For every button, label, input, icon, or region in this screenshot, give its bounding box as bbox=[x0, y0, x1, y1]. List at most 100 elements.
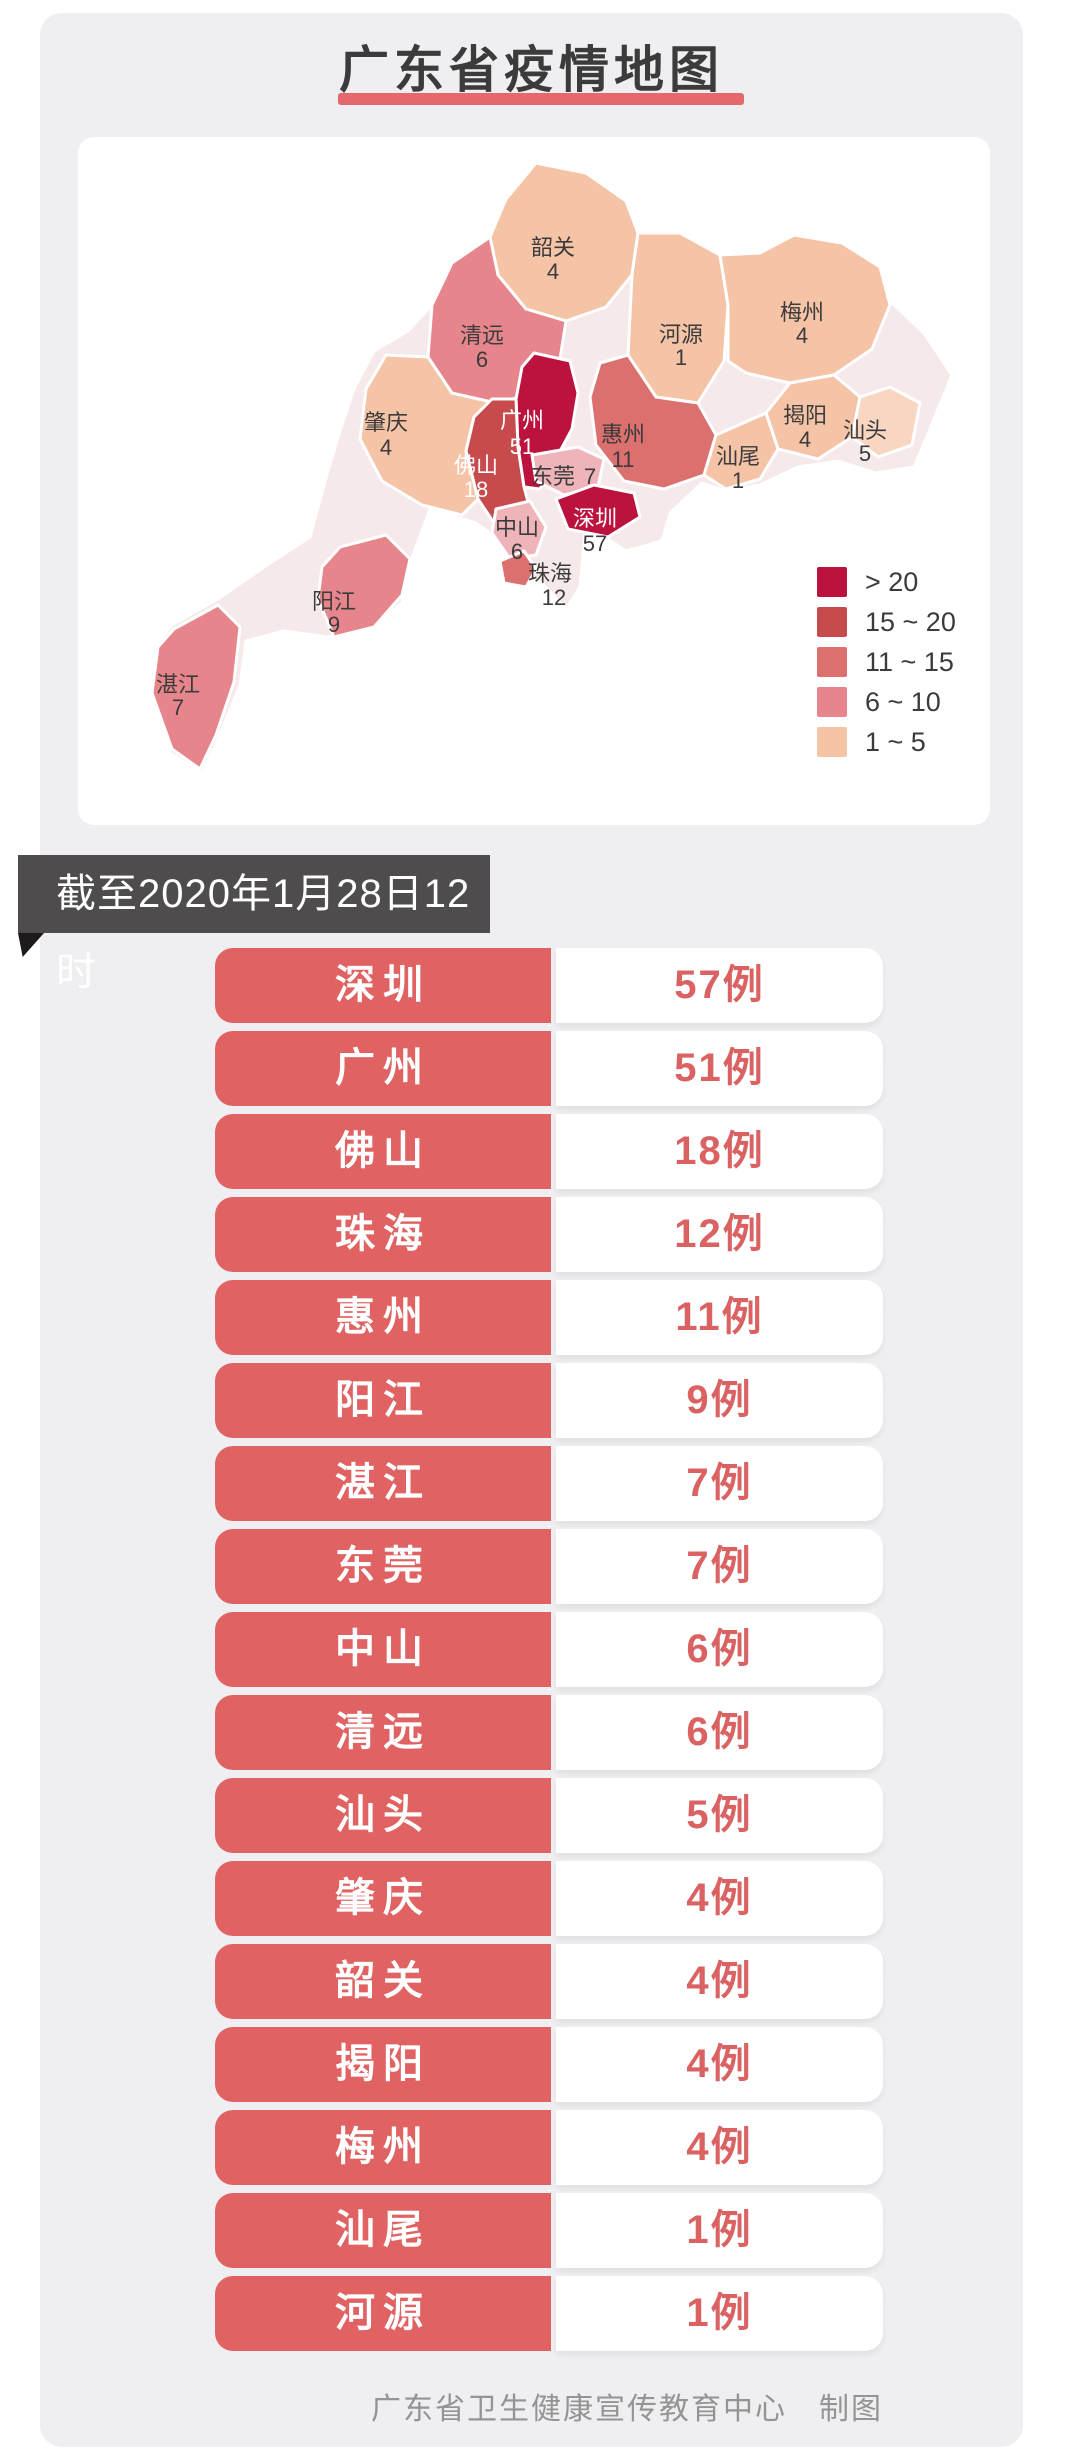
city-cell: 清远 bbox=[215, 1695, 551, 1770]
legend-label: 15 ~ 20 bbox=[865, 607, 956, 637]
map-region-zhongshan bbox=[490, 499, 548, 561]
table-row: 清远 6例 bbox=[215, 1695, 883, 1770]
city-cell: 汕头 bbox=[215, 1778, 551, 1853]
region-label-value: 1 bbox=[732, 468, 744, 493]
map-region-heyuan bbox=[626, 231, 730, 405]
region-label-name: 梅州 bbox=[780, 300, 824, 325]
count-cell: 4例 bbox=[556, 1944, 883, 2019]
region-label-value: 7 bbox=[584, 464, 596, 489]
map-region-shantou bbox=[850, 385, 922, 459]
map-region-shanwei bbox=[702, 411, 780, 491]
guangdong-map: 韶关 4 清远 6 河源 1 梅州 4 揭阳 4 汕头 5 惠州 11 汕尾 1… bbox=[148, 161, 956, 775]
count-cell: 11例 bbox=[556, 1280, 883, 1355]
city-cell: 中山 bbox=[215, 1612, 551, 1687]
city-cell: 广州 bbox=[215, 1031, 551, 1106]
region-label-value: 4 bbox=[796, 323, 808, 348]
legend-swatch bbox=[817, 567, 847, 597]
count-cell: 18例 bbox=[556, 1114, 883, 1189]
table-row: 肇庆 4例 bbox=[215, 1861, 883, 1936]
region-label-name: 汕头 bbox=[843, 418, 887, 443]
city-cell: 韶关 bbox=[215, 1944, 551, 2019]
region-label-name: 肇庆 bbox=[364, 410, 408, 435]
region-label-value: 7 bbox=[172, 695, 184, 720]
city-cell: 汕尾 bbox=[215, 2193, 551, 2268]
title-underline bbox=[338, 93, 744, 105]
table-row: 河源 1例 bbox=[215, 2276, 883, 2351]
table-row: 惠州 11例 bbox=[215, 1280, 883, 1355]
table-row: 佛山 18例 bbox=[215, 1114, 883, 1189]
table-row: 汕头 5例 bbox=[215, 1778, 883, 1853]
region-label-name: 珠海 bbox=[528, 561, 572, 586]
region-label-name: 河源 bbox=[659, 322, 703, 347]
region-label-value: 4 bbox=[547, 259, 559, 284]
region-label-value: 5 bbox=[859, 441, 871, 466]
region-label-name: 清远 bbox=[460, 323, 504, 348]
region-label-value: 9 bbox=[328, 612, 340, 637]
legend-swatch bbox=[817, 727, 847, 757]
region-label-value: 6 bbox=[476, 347, 488, 372]
map-region-huizhou bbox=[588, 353, 718, 491]
count-cell: 7例 bbox=[556, 1446, 883, 1521]
region-label-value: 4 bbox=[380, 435, 392, 460]
count-cell: 4例 bbox=[556, 2110, 883, 2185]
city-cell: 珠海 bbox=[215, 1197, 551, 1272]
legend-label: 1 ~ 5 bbox=[865, 727, 926, 757]
table-row: 阳江 9例 bbox=[215, 1363, 883, 1438]
count-cell: 7例 bbox=[556, 1529, 883, 1604]
count-cell: 12例 bbox=[556, 1197, 883, 1272]
region-label-name: 深圳 bbox=[573, 506, 617, 531]
count-cell: 6例 bbox=[556, 1695, 883, 1770]
city-cell: 深圳 bbox=[215, 948, 551, 1023]
region-label-name: 中山 bbox=[495, 515, 539, 540]
region-label-value: 4 bbox=[799, 427, 811, 452]
count-cell: 4例 bbox=[556, 1861, 883, 1936]
region-label-value: 18 bbox=[464, 477, 488, 502]
case-table: 深圳 57例 广州 51例 佛山 18例 珠海 12例 惠州 11例 阳江 9例… bbox=[215, 948, 883, 2359]
region-label-name: 揭阳 bbox=[783, 403, 827, 428]
region-label-name: 湛江 bbox=[156, 672, 200, 697]
map-region-zhuhai bbox=[498, 549, 538, 589]
region-label-value: 57 bbox=[583, 531, 607, 556]
region-label-name: 佛山 bbox=[454, 453, 498, 478]
date-banner: 截至2020年1月28日12时 bbox=[18, 855, 490, 994]
legend-label: > 20 bbox=[865, 567, 918, 597]
table-row: 东莞 7例 bbox=[215, 1529, 883, 1604]
legend-label: 11 ~ 15 bbox=[865, 647, 954, 677]
count-cell: 1例 bbox=[556, 2193, 883, 2268]
region-label-name: 阳江 bbox=[312, 589, 356, 614]
region-label-name: 广州 bbox=[500, 408, 544, 433]
region-label-name: 东莞 bbox=[531, 464, 575, 489]
count-cell: 9例 bbox=[556, 1363, 883, 1438]
city-cell: 佛山 bbox=[215, 1114, 551, 1189]
city-cell: 湛江 bbox=[215, 1446, 551, 1521]
table-row: 中山 6例 bbox=[215, 1612, 883, 1687]
count-cell: 51例 bbox=[556, 1031, 883, 1106]
table-row: 珠海 12例 bbox=[215, 1197, 883, 1272]
legend-swatch bbox=[817, 647, 847, 677]
city-cell: 肇庆 bbox=[215, 1861, 551, 1936]
map-region-shenzhen bbox=[554, 483, 642, 539]
city-cell: 揭阳 bbox=[215, 2027, 551, 2102]
region-label-value: 12 bbox=[542, 585, 566, 610]
map-region-meizhou bbox=[718, 233, 892, 385]
count-cell: 6例 bbox=[556, 1612, 883, 1687]
region-label-name: 韶关 bbox=[531, 235, 575, 260]
table-row: 揭阳 4例 bbox=[215, 2027, 883, 2102]
map-region-yangjiang bbox=[316, 533, 412, 639]
table-row: 汕尾 1例 bbox=[215, 2193, 883, 2268]
count-cell: 4例 bbox=[556, 2027, 883, 2102]
region-label-value: 51 bbox=[510, 434, 534, 459]
city-cell: 阳江 bbox=[215, 1363, 551, 1438]
count-cell: 1例 bbox=[556, 2276, 883, 2351]
city-cell: 河源 bbox=[215, 2276, 551, 2351]
page-title: 广东省疫情地图 bbox=[339, 42, 724, 98]
table-row: 深圳 57例 bbox=[215, 948, 883, 1023]
map-card: 韶关 4 清远 6 河源 1 梅州 4 揭阳 4 汕头 5 惠州 11 汕尾 1… bbox=[78, 137, 990, 825]
city-cell: 梅州 bbox=[215, 2110, 551, 2185]
region-label-value: 6 bbox=[511, 539, 523, 564]
legend-label: 6 ~ 10 bbox=[865, 687, 941, 717]
legend-swatch bbox=[817, 607, 847, 637]
table-row: 广州 51例 bbox=[215, 1031, 883, 1106]
region-label-name: 汕尾 bbox=[716, 444, 760, 469]
table-row: 梅州 4例 bbox=[215, 2110, 883, 2185]
